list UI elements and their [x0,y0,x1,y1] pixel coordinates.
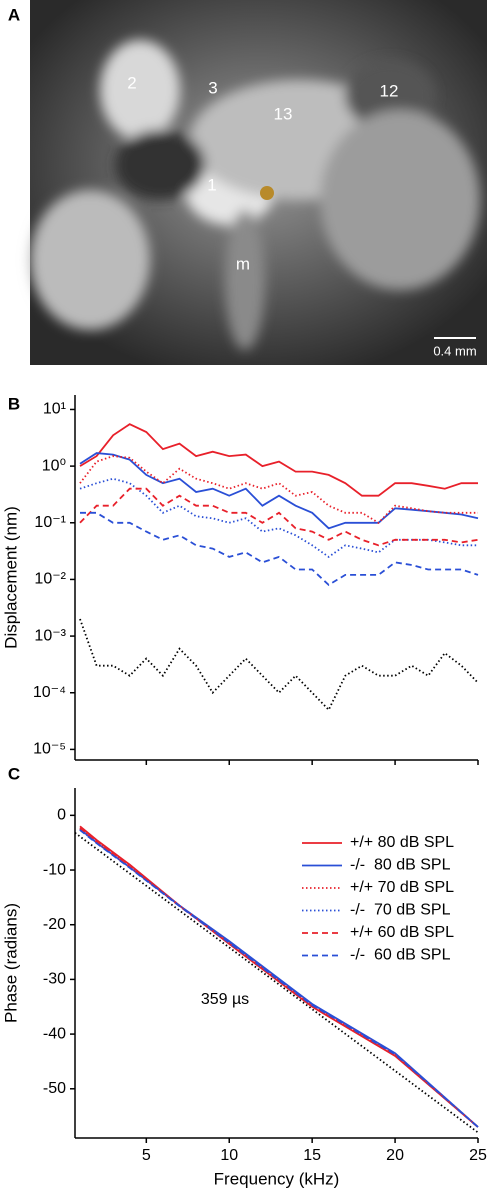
panel-label: C [8,764,20,783]
legend-label: +/+ 70 dB SPL [350,879,454,896]
photo-label: 13 [274,104,293,123]
photo [30,0,487,365]
legend-label: -/- 70 dB SPL [350,902,451,919]
x-tick-label: 5 [142,1147,151,1164]
legend-label: +/+ 60 dB SPL [350,924,454,941]
y-tick-label: 10¹ [43,401,66,418]
y-tick-label: 10⁻¹ [34,514,66,531]
legend-label: -/- 80 dB SPL [350,857,451,874]
legend-label: +/+ 80 dB SPL [350,834,454,851]
photo-label: 12 [380,81,399,100]
y-tick-label: -30 [43,971,66,988]
series-line [79,827,479,1128]
x-tick-label: 10 [220,1147,238,1164]
y-tick-label: 10⁻³ [34,627,66,644]
y-tick-label: 0 [57,807,66,824]
x-tick-label: 25 [469,1147,487,1164]
photo-label: 3 [208,78,217,97]
annotation: 359 µs [201,991,249,1008]
series-line [79,452,479,530]
photo-label: 1 [207,175,216,194]
photo-label: m [236,254,250,273]
legend-label: -/- 60 dB SPL [350,947,451,964]
photo-label: 2 [127,73,136,92]
y-axis-label: Phase (radians) [1,903,20,1023]
series-line [80,511,479,587]
y-tick-label: 10⁻² [34,571,66,588]
series-line [79,829,479,1128]
panel-label: A [8,5,20,24]
x-axis-label: Frequency (kHz) [214,1169,340,1188]
y-tick-label: -50 [43,1080,66,1097]
y-tick-label: 10⁰ [42,457,66,474]
series-line [79,423,478,497]
x-tick-label: 15 [303,1147,321,1164]
x-tick-label: 20 [386,1147,404,1164]
y-tick-label: -10 [43,861,66,878]
panel-label: B [8,394,20,413]
reference-line [74,832,479,1134]
y-tick-label: -40 [43,1025,66,1042]
y-tick-label: 10⁻⁴ [33,684,66,701]
y-tick-label: 10⁻⁵ [33,741,66,758]
y-tick-label: -20 [43,916,66,933]
scale-bar-label: 0.4 mm [433,343,476,358]
series-line [79,477,478,558]
y-axis-label: Displacement (nm) [1,506,20,649]
noise-floor [79,618,479,712]
series-line [79,487,479,547]
